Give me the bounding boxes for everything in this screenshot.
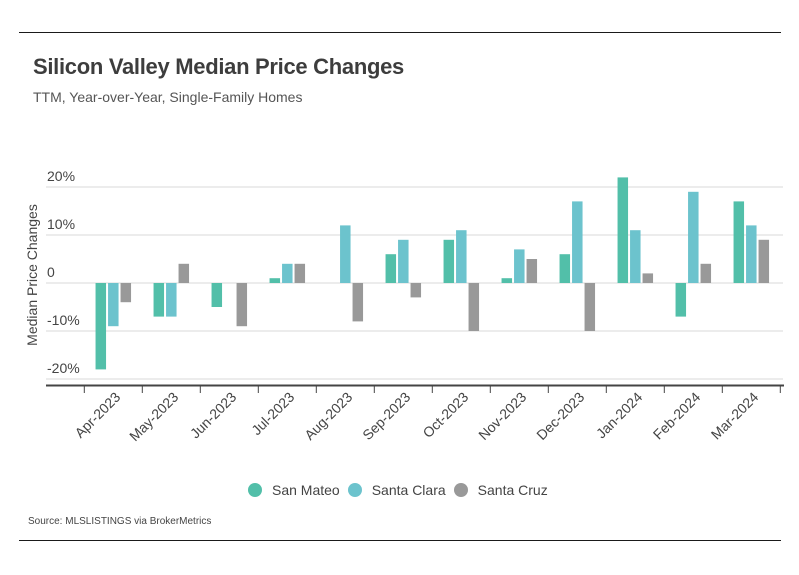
bar-santa-cruz [526, 259, 538, 283]
x-tick-label: Feb-2024 [650, 389, 704, 443]
y-tick-label: 10% [47, 216, 75, 232]
bars [95, 177, 770, 370]
legend-swatch-icon [248, 483, 262, 497]
legend-item: Santa Clara [347, 482, 446, 498]
top-divider [19, 32, 781, 33]
y-axis-label: Median Price Changes [24, 204, 40, 346]
bar-santa-clara [630, 230, 641, 283]
bar-san-mateo [153, 283, 165, 317]
bar-santa-cruz [294, 263, 306, 283]
legend-label: Santa Cruz [477, 482, 548, 498]
chart-title: Silicon Valley Median Price Changes [33, 54, 404, 79]
bar-santa-clara [456, 230, 467, 283]
bar-santa-cruz [642, 273, 654, 283]
x-tick-label: Jun-2023 [187, 389, 240, 442]
legend-label: San Mateo [272, 482, 340, 498]
bar-santa-clara [398, 239, 409, 283]
y-tick-label: 0 [47, 264, 55, 280]
x-tick-label: Aug-2023 [301, 389, 355, 443]
bar-santa-cruz [410, 283, 422, 298]
legend-item: Santa Cruz [453, 482, 548, 498]
y-tick-label: 20% [47, 168, 75, 184]
bar-santa-clara [108, 283, 119, 327]
x-tick-label: Apr-2023 [71, 389, 123, 441]
bar-santa-cruz [120, 283, 132, 303]
bar-san-mateo [269, 278, 281, 283]
bar-san-mateo [675, 283, 687, 317]
y-tick-label: -20% [47, 360, 80, 376]
x-tick-label: Jan-2024 [593, 389, 646, 442]
y-tick-label: -10% [47, 312, 80, 328]
x-tick-label: Dec-2023 [533, 389, 587, 443]
gridlines [46, 186, 783, 380]
x-tick-label: Sep-2023 [359, 389, 413, 443]
bar-santa-cruz [468, 283, 480, 331]
bar-san-mateo [95, 283, 107, 370]
source-note: Source: MLSLISTINGS via BrokerMetrics [28, 516, 212, 527]
bar-san-mateo [443, 239, 455, 283]
legend-swatch-icon [347, 483, 362, 497]
x-tick-label: Jul-2023 [248, 389, 297, 438]
legend-item: San Mateo [248, 482, 340, 498]
bar-santa-cruz [352, 283, 364, 322]
bar-santa-clara [166, 283, 177, 317]
bar-san-mateo [211, 283, 223, 307]
bar-san-mateo [385, 254, 397, 283]
bottom-divider [19, 540, 781, 541]
bar-santa-cruz [700, 263, 712, 283]
bar-san-mateo [617, 177, 629, 283]
bar-santa-clara [688, 191, 699, 283]
bar-santa-cruz [758, 239, 770, 283]
bar-santa-clara [340, 225, 351, 283]
legend: San Mateo Santa Clara Santa Cruz [248, 482, 556, 498]
bar-santa-cruz [584, 283, 596, 331]
bar-santa-clara [282, 263, 293, 283]
bar-santa-cruz [178, 263, 190, 283]
chart-subtitle: TTM, Year-over-Year, Single-Family Homes [33, 89, 303, 105]
x-tick-label: Mar-2024 [708, 389, 762, 443]
x-tick-label: Nov-2023 [475, 389, 529, 443]
bar-santa-clara [514, 249, 525, 283]
x-tick-label: Oct-2023 [419, 389, 471, 441]
bar-san-mateo [733, 201, 745, 283]
y-axis-ticks: -20% -10% 0 10% 20% [47, 168, 80, 376]
legend-label: Santa Clara [371, 482, 446, 498]
x-axis: Apr-2023 May-2023 Jun-2023 Jul-2023 Aug-2023… [46, 384, 784, 444]
bar-santa-cruz [236, 283, 248, 327]
legend-swatch-icon [453, 483, 468, 497]
bar-san-mateo [559, 254, 571, 283]
bar-santa-clara [572, 201, 583, 283]
x-tick-label: May-2023 [126, 389, 181, 444]
bar-san-mateo [501, 278, 513, 283]
bar-santa-clara [746, 225, 757, 283]
